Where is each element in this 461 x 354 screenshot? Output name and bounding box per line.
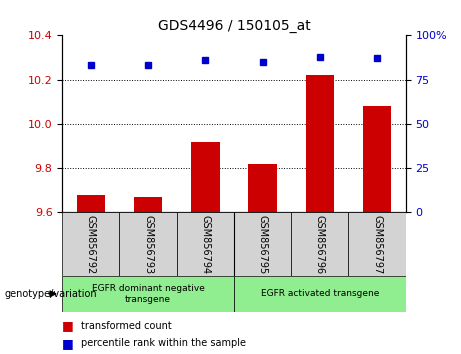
Text: GSM856794: GSM856794	[201, 215, 210, 274]
Text: GSM856797: GSM856797	[372, 215, 382, 274]
Bar	[349, 212, 406, 276]
Bar	[248, 164, 277, 212]
Bar	[291, 212, 349, 276]
Bar	[191, 142, 219, 212]
Bar	[62, 276, 234, 312]
Text: ■: ■	[62, 337, 74, 350]
Text: GSM856796: GSM856796	[315, 215, 325, 274]
Text: ■: ■	[62, 319, 74, 332]
Bar	[62, 212, 119, 276]
Bar	[119, 212, 177, 276]
Text: percentile rank within the sample: percentile rank within the sample	[81, 338, 246, 348]
Bar	[234, 276, 406, 312]
Text: GSM856793: GSM856793	[143, 215, 153, 274]
Bar	[134, 197, 162, 212]
Bar	[77, 195, 105, 212]
Bar	[306, 75, 334, 212]
Bar	[177, 212, 234, 276]
Text: transformed count: transformed count	[81, 321, 171, 331]
Text: EGFR activated transgene: EGFR activated transgene	[260, 289, 379, 298]
Text: GSM856795: GSM856795	[258, 215, 267, 274]
Bar	[363, 106, 391, 212]
Text: EGFR dominant negative
transgene: EGFR dominant negative transgene	[92, 284, 205, 303]
Text: genotype/variation: genotype/variation	[5, 289, 97, 299]
Bar	[234, 212, 291, 276]
Title: GDS4496 / 150105_at: GDS4496 / 150105_at	[158, 19, 310, 33]
Text: GSM856792: GSM856792	[86, 215, 96, 274]
